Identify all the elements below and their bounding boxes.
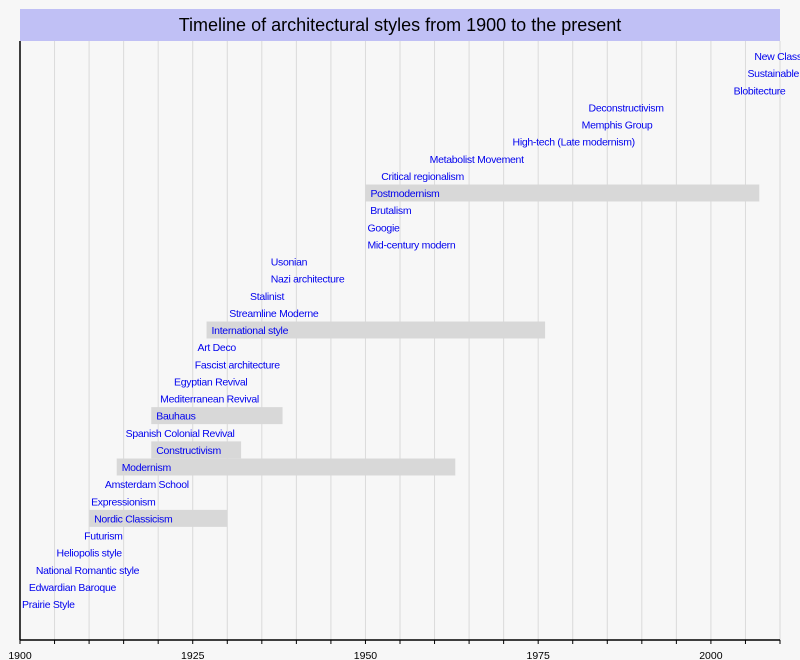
style-label[interactable]: Modernism — [122, 462, 172, 474]
style-label[interactable]: Prairie Style — [22, 599, 75, 611]
title-band — [20, 9, 780, 41]
style-label[interactable]: Memphis Group — [582, 120, 654, 132]
style-label[interactable]: Nordic Classicism — [94, 513, 173, 525]
style-label[interactable]: Googie — [367, 222, 400, 234]
x-tick-label: 1950 — [354, 650, 378, 660]
bars — [89, 184, 760, 527]
style-label[interactable]: Fascist architecture — [195, 359, 281, 371]
style-label[interactable]: Brutalism — [370, 205, 412, 217]
x-tick-label: 1925 — [181, 650, 205, 660]
style-label[interactable]: National Romantic style — [36, 565, 140, 577]
style-label[interactable]: Egyptian Revival — [174, 376, 248, 388]
style-label[interactable]: Deconstructivism — [589, 102, 665, 114]
style-label[interactable]: Amsterdam School — [105, 479, 189, 491]
style-label[interactable]: Edwardian Baroque — [29, 582, 117, 594]
style-label[interactable]: Sustainable — [747, 68, 799, 80]
style-labels: Prairie Style Edwardian Baroque National R… — [22, 51, 800, 611]
style-bar — [206, 321, 546, 339]
style-label[interactable]: Critical regionalism — [381, 171, 465, 183]
style-label[interactable]: Constructivism — [156, 445, 221, 457]
style-label[interactable]: Spanish Colonial Revival — [126, 428, 235, 440]
style-label[interactable]: New Class — [754, 51, 800, 63]
style-bar — [365, 184, 760, 202]
style-label[interactable]: Mediterranean Revival — [160, 394, 259, 406]
style-label[interactable]: Metabolist Movement — [430, 154, 525, 166]
style-bar — [151, 441, 242, 459]
style-label[interactable]: Art Deco — [197, 342, 236, 354]
style-label[interactable]: Streamline Moderne — [229, 308, 319, 320]
style-label[interactable]: Expressionism — [91, 496, 156, 508]
style-label[interactable]: Blobitecture — [734, 85, 787, 97]
style-label[interactable]: International style — [212, 325, 289, 337]
grid-lines — [54, 41, 781, 640]
style-bar — [116, 458, 456, 476]
chart-title: Timeline of architectural styles from 19… — [179, 15, 622, 35]
x-tick-label: 1900 — [8, 650, 32, 660]
x-axis: 1900 1925 1950 1975 2000 — [8, 41, 781, 660]
style-bar — [151, 407, 283, 425]
style-label[interactable]: Usonian — [271, 257, 308, 269]
x-tick-label: 1975 — [527, 650, 551, 660]
style-label[interactable]: Bauhaus — [156, 411, 196, 423]
style-label[interactable]: Stalinist — [250, 291, 285, 303]
style-label[interactable]: Nazi architecture — [271, 274, 345, 286]
style-label[interactable]: Heliopolis style — [57, 548, 123, 560]
x-tick-label: 2000 — [699, 650, 723, 660]
style-label[interactable]: Mid-century modern — [367, 239, 456, 251]
style-label[interactable]: High-tech (Late modernism) — [513, 137, 636, 149]
style-label[interactable]: Postmodernism — [370, 188, 440, 200]
style-label[interactable]: Futurism — [84, 531, 123, 543]
style-bar — [89, 509, 228, 527]
